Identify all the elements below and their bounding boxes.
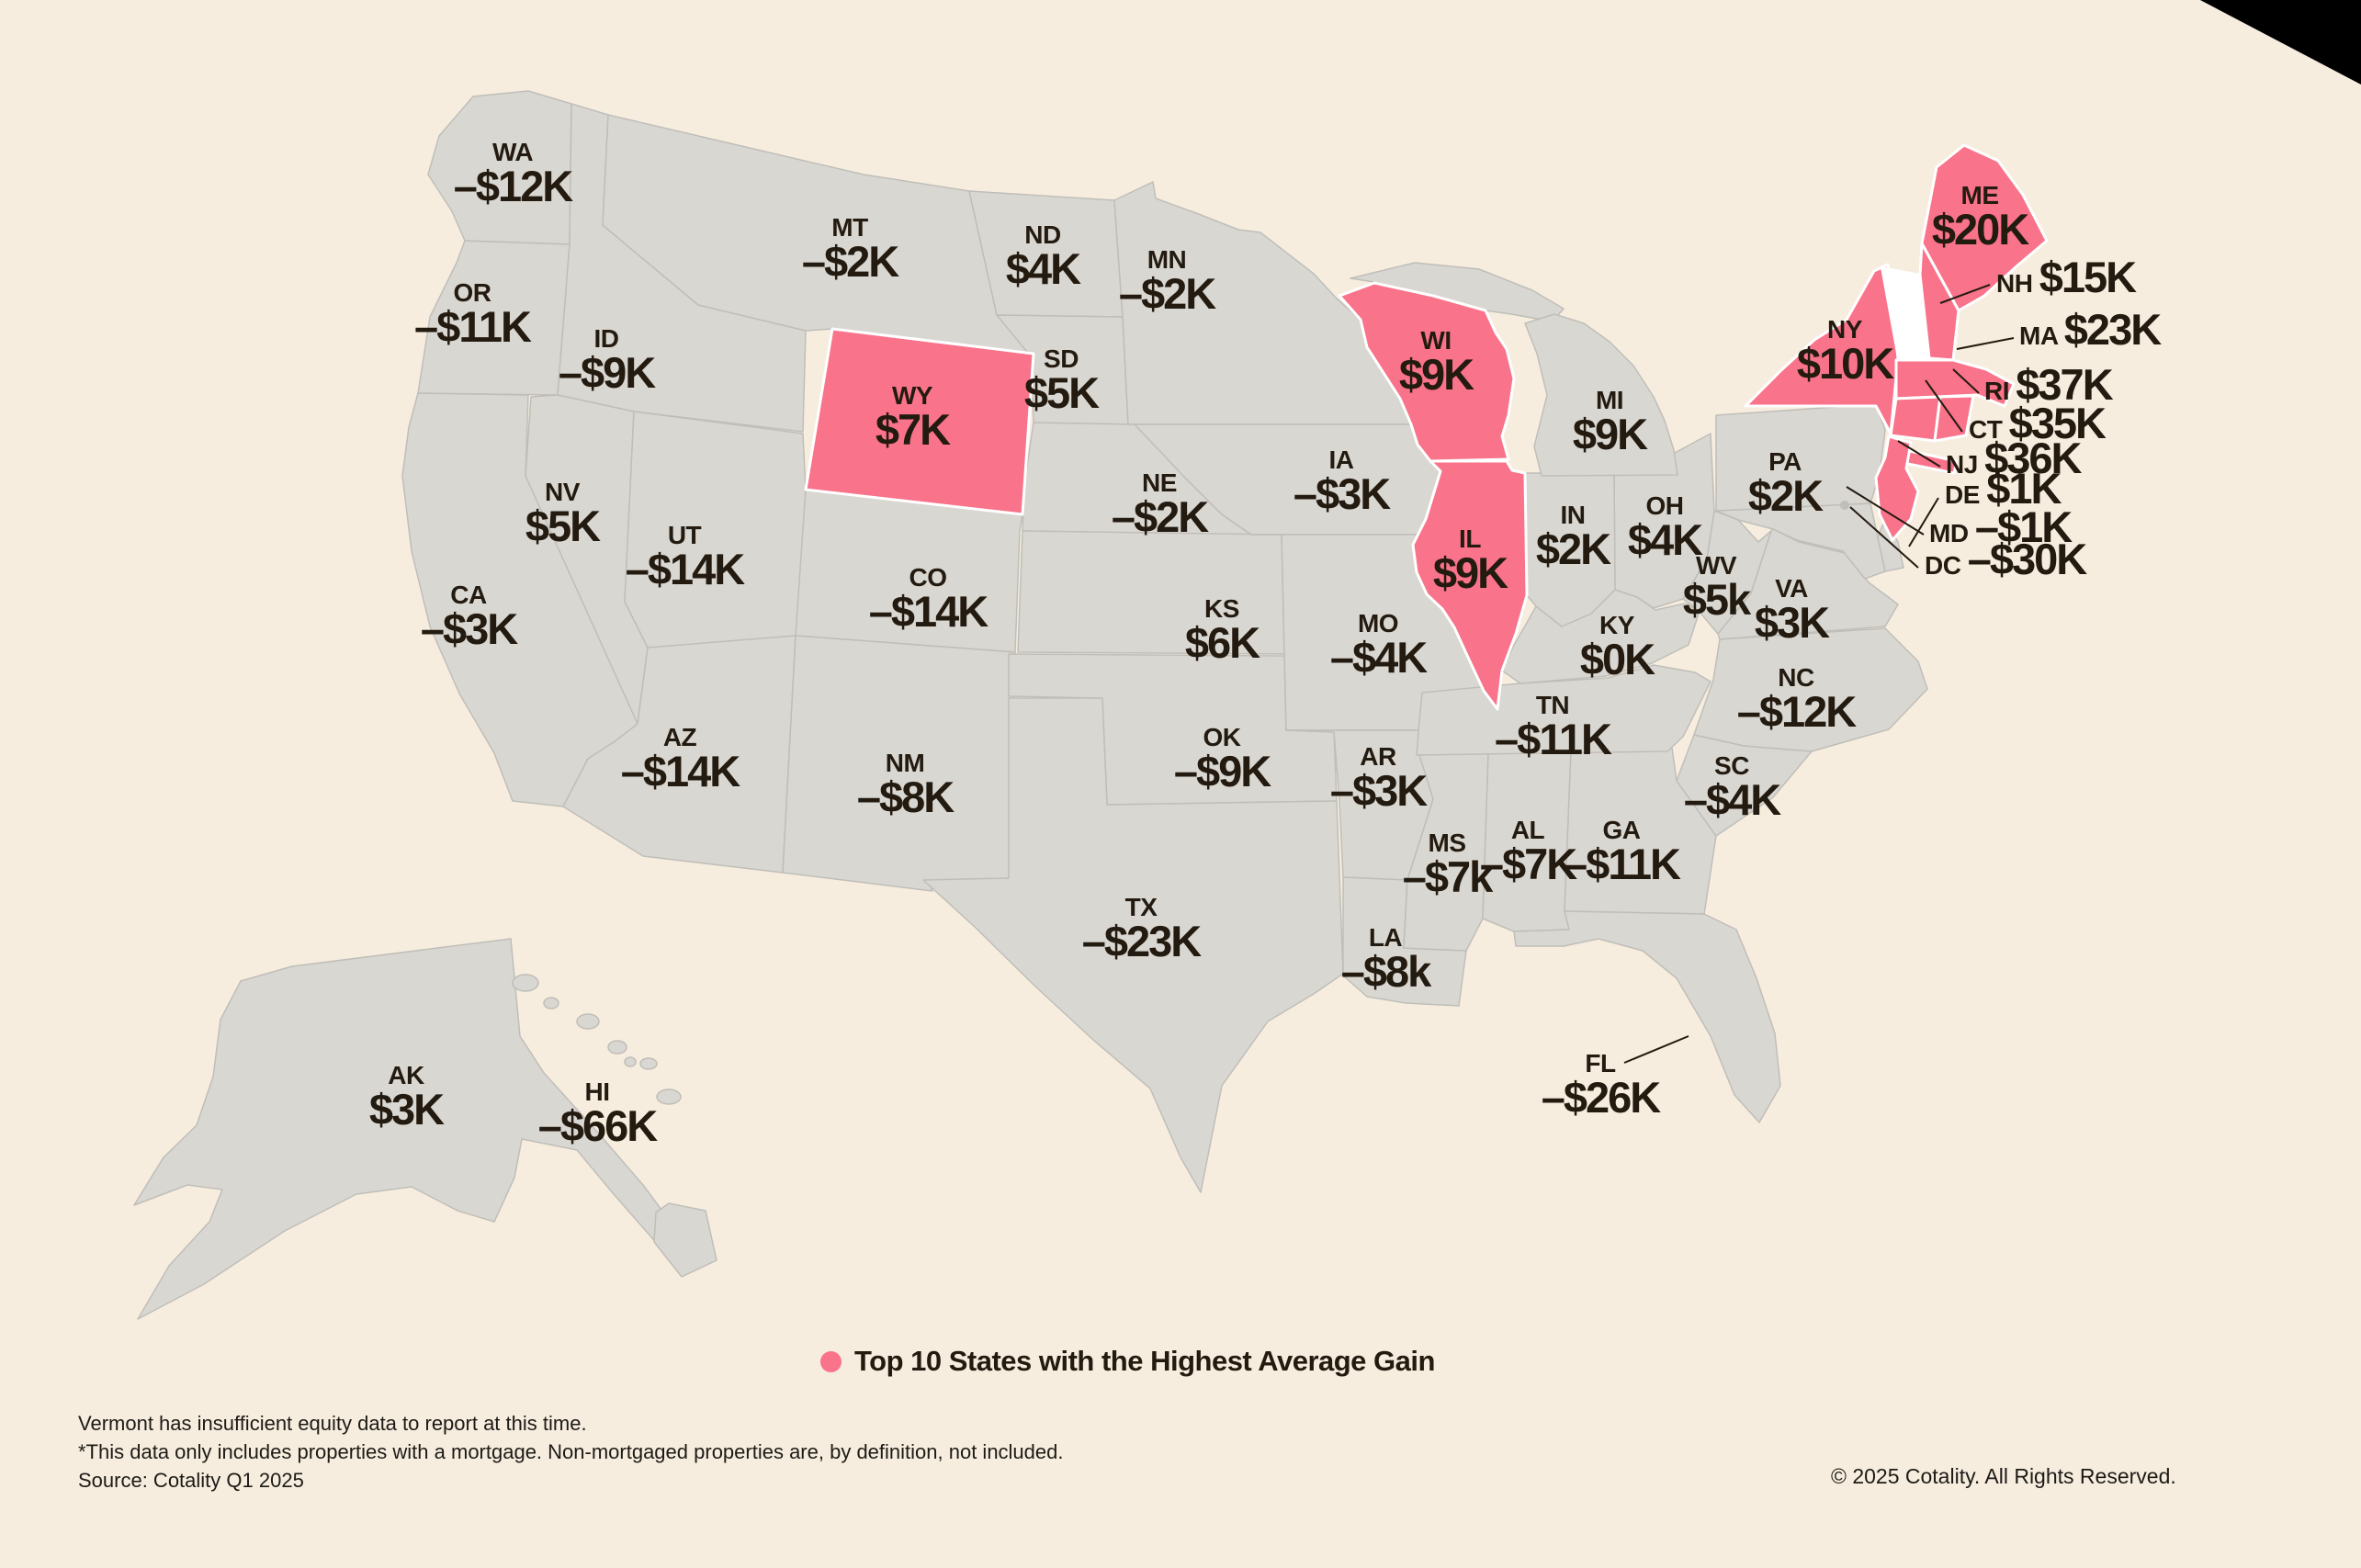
callout-label-CT: CT $35K <box>1969 399 2107 447</box>
leader-line-MA <box>1956 337 2015 350</box>
state-shape-MD <box>1715 502 1886 580</box>
callout-label-DE: DE $1K <box>1945 464 2062 513</box>
footnote-vermont: Vermont has insufficient equity data to … <box>78 1412 587 1435</box>
state-label-MI: MI $9K <box>1573 386 1648 458</box>
callout-leader-lines <box>1623 284 2015 1064</box>
state-label-NY: NY $10K <box>1797 315 1894 388</box>
state-label-LA: LA –$8k <box>1341 923 1432 996</box>
state-shape-DC <box>1840 501 1849 510</box>
state-label-SC: SC –$4K <box>1684 751 1781 824</box>
state-label-KY: KY $0K <box>1580 611 1655 683</box>
state-shape-NY <box>1744 263 1900 435</box>
corner-decoration <box>2200 0 2361 85</box>
state-label-KS: KS $6K <box>1185 594 1260 667</box>
state-label-TN: TN –$11K <box>1495 691 1612 763</box>
leader-line-FL <box>1623 1035 1689 1064</box>
leader-line-MD <box>1846 486 1925 536</box>
state-label-OR: OR –$11K <box>414 278 532 351</box>
state-label-AZ: AZ –$14K <box>621 723 741 795</box>
state-label-ME: ME $20K <box>1932 181 2029 254</box>
state-label-VA: VA $3K <box>1755 574 1830 647</box>
state-shape-OH <box>1613 433 1715 609</box>
state-label-GA: GA –$11K <box>1564 816 1681 888</box>
state-label-IL: IL $9K <box>1433 525 1508 597</box>
state-label-MN: MN –$2K <box>1119 245 1216 318</box>
state-label-CA: CA –$3K <box>421 581 518 653</box>
state-label-ID: ID –$9K <box>559 324 656 397</box>
state-shape-SC <box>1676 734 1813 837</box>
state-label-FL: FL –$26K <box>1542 1049 1662 1122</box>
state-shape-AK <box>133 938 688 1320</box>
footnote-source: Source: Cotality Q1 2025 <box>78 1469 304 1492</box>
state-shape-WI <box>1338 281 1516 463</box>
state-shape-ME <box>1920 143 2049 312</box>
state-label-WY: WY $7K <box>875 381 951 454</box>
callout-label-DC: DC –$30K <box>1925 535 2087 583</box>
legend: Top 10 States with the Highest Average G… <box>820 1345 1435 1378</box>
state-label-MO: MO –$4K <box>1330 609 1428 682</box>
state-shape-UT <box>624 411 807 655</box>
state-label-NV: NV $5K <box>525 478 601 550</box>
leader-line-DE <box>1908 497 1939 547</box>
state-shape-TX <box>922 697 1344 1193</box>
state-label-ND: ND $4K <box>1006 220 1081 293</box>
state-shapes <box>133 90 2049 1320</box>
state-label-OH: OH $4K <box>1628 491 1703 564</box>
copyright-notice: © 2025 Cotality. All Rights Reserved. <box>1831 1464 2176 1488</box>
state-label-TX: TX –$23K <box>1082 893 1203 965</box>
state-label-UT: UT –$14K <box>626 521 746 593</box>
state-shape-IL <box>1411 459 1529 711</box>
leader-line-RI <box>1952 368 1980 394</box>
leader-line-NH <box>1939 284 1991 304</box>
state-label-NM: NM –$8K <box>857 749 955 821</box>
callout-label-RI: RI $37K <box>1984 360 2114 409</box>
leader-line-NJ <box>1897 440 1941 468</box>
state-shape-IN <box>1524 472 1616 627</box>
leader-line-CT <box>1925 379 1963 433</box>
legend-label: Top 10 States with the Highest Average G… <box>854 1345 1435 1377</box>
state-shape-NJ <box>1874 434 1920 542</box>
state-shape-FL <box>1513 910 1781 1123</box>
state-label-AR: AR –$3K <box>1330 742 1428 815</box>
state-shape-VA <box>1717 528 1899 640</box>
callout-label-NJ: NJ $36K <box>1946 434 2082 482</box>
state-labels: WA –$12K OR –$11K ID –$9K MT –$2K WY $7K ND $4K SD $5… <box>369 138 2163 1150</box>
legend-dot-icon <box>820 1350 842 1372</box>
state-shape-MI <box>1524 313 1678 477</box>
state-label-CO: CO –$14K <box>869 563 989 636</box>
state-label-SD: SD $5K <box>1024 344 1100 417</box>
leader-line-DC <box>1849 506 1919 569</box>
state-label-OK: OK –$9K <box>1174 723 1271 795</box>
state-label-NE: NE –$2K <box>1112 468 1209 541</box>
footnote-mortgage: *This data only includes properties with… <box>78 1440 1064 1463</box>
state-label-WV: WV $5k <box>1683 551 1752 624</box>
callout-label-NH: NH $15K <box>1996 253 2137 301</box>
state-label-NC: NC –$12K <box>1737 663 1858 736</box>
footnotes: Vermont has insufficient equity data to … <box>78 1409 1064 1495</box>
state-shape-HI <box>512 974 717 1278</box>
state-label-AK: AK $3K <box>369 1061 445 1134</box>
state-label-PA: PA $2K <box>1748 447 1824 520</box>
state-label-MS: MS –$7k <box>1403 829 1494 901</box>
callout-label-MA: MA $23K <box>2019 305 2162 354</box>
state-shape-WY <box>804 327 1035 516</box>
state-label-WI: WI $9K <box>1399 326 1474 399</box>
state-label-MT: MT –$2K <box>802 213 899 286</box>
state-label-AL: AL –$7K <box>1480 816 1577 888</box>
state-shape-CT <box>1889 395 1942 443</box>
state-label-IA: IA –$3K <box>1293 446 1391 518</box>
state-shape-NC <box>1693 627 1928 752</box>
state-label-IN: IN $2K <box>1536 501 1611 573</box>
callout-label-MD: MD –$1K <box>1929 502 2073 551</box>
state-label-HI: HI –$66K <box>538 1077 659 1150</box>
state-label-WA: WA –$12K <box>454 138 574 210</box>
